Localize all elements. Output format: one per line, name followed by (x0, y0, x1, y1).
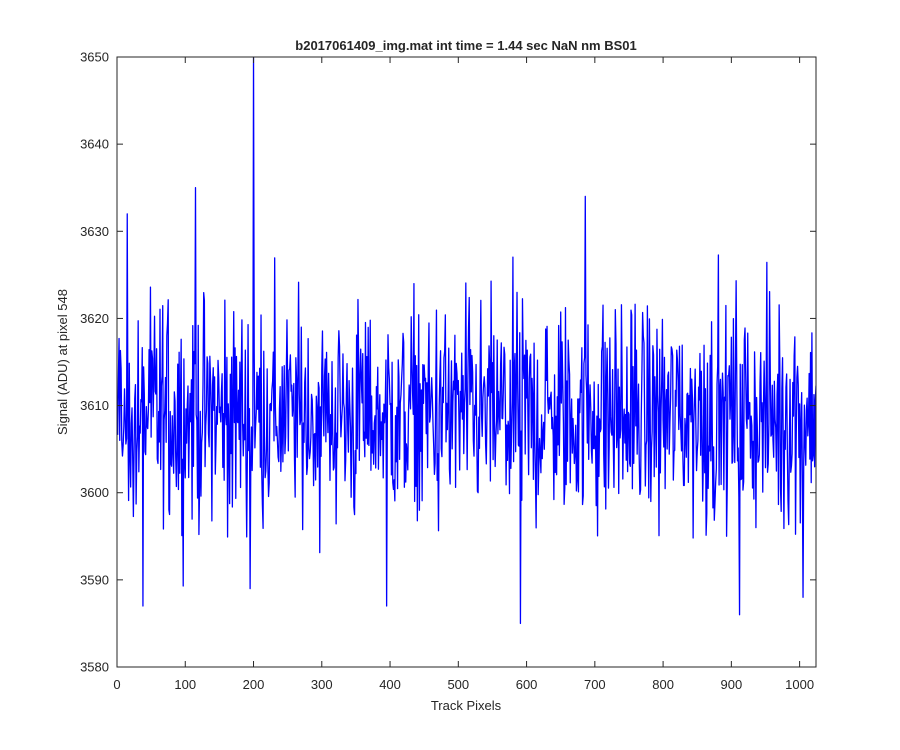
x-tick-label: 800 (652, 677, 674, 692)
chart-title: b2017061409_img.mat int time = 1.44 sec … (295, 38, 636, 53)
x-tick-label: 200 (243, 677, 265, 692)
series-layer (117, 57, 816, 625)
y-tick-label: 3650 (80, 50, 109, 65)
y-tick-label: 3630 (80, 224, 109, 239)
y-axis-label: Signal (ADU) at pixel 548 (55, 289, 70, 435)
x-tick-label: 100 (174, 677, 196, 692)
x-axis: 0 100 200 300 400 500 600 700 800 900 1000 (113, 57, 814, 692)
x-tick-label: 900 (721, 677, 743, 692)
x-tick-label: 0 (113, 677, 120, 692)
y-tick-label: 3620 (80, 311, 109, 326)
x-tick-label: 700 (584, 677, 606, 692)
x-tick-label: 400 (379, 677, 401, 692)
x-tick-label: 300 (311, 677, 333, 692)
y-tick-label: 3580 (80, 660, 109, 675)
x-tick-label: 600 (516, 677, 538, 692)
y-tick-label: 3610 (80, 398, 109, 413)
signal-series-line (117, 57, 816, 625)
axes-box (116, 56, 817, 668)
y-tick-label: 3640 (80, 137, 109, 152)
y-axis: 3580 3590 3600 3610 3620 3630 3640 3650 (80, 50, 816, 675)
x-tick-label: 500 (447, 677, 469, 692)
y-tick-label: 3600 (80, 485, 109, 500)
x-tick-label: 1000 (785, 677, 814, 692)
x-axis-label: Track Pixels (431, 698, 502, 713)
y-tick-label: 3590 (80, 572, 109, 587)
